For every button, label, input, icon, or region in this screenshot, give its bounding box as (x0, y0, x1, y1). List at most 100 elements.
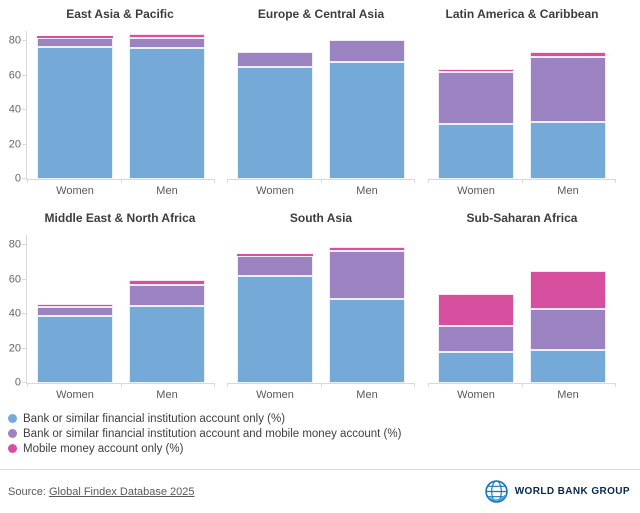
bar-segment-bank-only[interactable] (129, 48, 205, 179)
bar-segment-bank-and-mobile[interactable] (530, 56, 606, 123)
y-tick-label: 40 (8, 103, 21, 116)
bar-segment-mobile-only[interactable] (530, 271, 606, 310)
y-tick-mark (22, 178, 27, 179)
globe-icon (484, 479, 509, 504)
plot-area: Women Men (227, 31, 415, 197)
subplot-title: Middle East & North Africa (44, 211, 196, 225)
x-tick-mark (227, 179, 228, 183)
x-tick-mark (214, 179, 215, 183)
bar-men[interactable] (329, 247, 405, 383)
source-link[interactable]: Global Findex Database 2025 (48, 485, 195, 498)
bar-segment-bank-only[interactable] (530, 350, 606, 383)
subplot-sub-saharan-africa: Sub-Saharan Africa Women Men (402, 204, 620, 404)
category-label-women: Women (457, 185, 495, 197)
chart-legend: Bank or similar financial institution ac… (8, 411, 640, 456)
bar-segment-bank-only[interactable] (37, 315, 113, 383)
bar-segment-bank-only[interactable] (329, 61, 405, 179)
x-tick-mark (615, 179, 616, 183)
bar-segment-mobile-only[interactable] (438, 68, 514, 73)
bar-segment-bank-and-mobile[interactable] (37, 37, 113, 47)
source-label: Source: (8, 485, 49, 498)
bar-segment-mobile-only[interactable] (530, 51, 606, 57)
bar-women[interactable] (438, 293, 514, 383)
subplot-title: Latin America & Caribbean (445, 7, 599, 21)
category-label-men: Men (557, 185, 579, 197)
bar-segment-bank-and-mobile[interactable] (329, 39, 405, 62)
y-tick-mark (22, 244, 27, 246)
x-tick-mark (121, 179, 122, 183)
bar-segment-bank-only[interactable] (237, 276, 313, 383)
bar-men[interactable] (329, 39, 405, 179)
bar-segment-bank-and-mobile[interactable] (129, 284, 205, 306)
bar-segment-bank-and-mobile[interactable] (237, 51, 313, 68)
bar-segment-bank-only[interactable] (129, 305, 205, 383)
bar-segment-bank-and-mobile[interactable] (37, 307, 113, 316)
bar-segment-bank-only[interactable] (438, 352, 514, 383)
bar-segment-bank-and-mobile[interactable] (237, 255, 313, 277)
x-tick-mark (522, 179, 523, 183)
legend-dot-bank-and-mobile (8, 429, 17, 438)
y-tick-label: 60 (8, 273, 21, 286)
bar-women[interactable] (37, 36, 113, 179)
legend-item-bank-only[interactable]: Bank or similar financial institution ac… (8, 411, 640, 426)
plot-area: 0 20 40 60 80 Women Men (9, 31, 215, 197)
bar-segment-bank-and-mobile[interactable] (438, 72, 514, 124)
category-label-women: Women (457, 389, 495, 401)
y-tick-mark (22, 40, 27, 42)
bar-segment-bank-and-mobile[interactable] (530, 309, 606, 351)
category-label-women: Women (56, 389, 94, 401)
bar-segment-bank-and-mobile[interactable] (329, 250, 405, 299)
bar-segment-bank-only[interactable] (237, 67, 313, 179)
x-tick-mark (121, 383, 122, 387)
x-tick-mark (414, 383, 415, 387)
bar-men[interactable] (530, 271, 606, 383)
bar-segment-bank-only[interactable] (37, 46, 113, 179)
y-tick-mark (22, 109, 27, 111)
bar-segment-bank-only[interactable] (438, 123, 514, 179)
x-tick-mark (615, 383, 616, 387)
y-tick-mark (22, 313, 27, 315)
subplot-europe-central-asia: Europe & Central Asia Women Men (201, 0, 419, 200)
y-tick-label: 60 (8, 69, 21, 82)
legend-dot-mobile-only (8, 444, 17, 453)
subplot-title: Europe & Central Asia (257, 7, 385, 21)
category-label-men: Men (356, 185, 378, 197)
subplot-title: Sub-Saharan Africa (466, 211, 578, 225)
plot-area: Women Men (227, 235, 415, 401)
bar-segment-mobile-only[interactable] (37, 303, 113, 308)
legend-item-bank-and-mobile[interactable]: Bank or similar financial institution ac… (8, 426, 640, 441)
y-tick-label: 0 (14, 172, 21, 185)
bar-segment-mobile-only[interactable] (237, 253, 313, 256)
x-tick-mark (428, 179, 429, 183)
bar-men[interactable] (129, 34, 205, 179)
legend-label: Bank or similar financial institution ac… (23, 412, 286, 425)
bar-women[interactable] (237, 51, 313, 179)
x-tick-mark (522, 383, 523, 387)
legend-dot-bank-only (8, 414, 17, 423)
bar-segment-mobile-only[interactable] (329, 247, 405, 251)
bar-men[interactable] (129, 279, 205, 383)
bar-segment-mobile-only[interactable] (129, 34, 205, 38)
logo-text: WORLD BANK GROUP (514, 486, 630, 497)
legend-item-mobile-only[interactable]: Mobile money account only (%) (8, 441, 640, 456)
subplot-south-asia: South Asia Women Men (201, 204, 419, 404)
legend-label: Bank or similar financial institution ac… (23, 427, 402, 440)
bar-segment-mobile-only[interactable] (438, 293, 514, 327)
bar-men[interactable] (530, 51, 606, 179)
bar-segment-bank-only[interactable] (530, 122, 606, 179)
bar-segment-bank-and-mobile[interactable] (129, 37, 205, 49)
bar-segment-bank-only[interactable] (329, 298, 405, 383)
subplot-title: East Asia & Pacific (66, 7, 174, 21)
source-note: Source: Global Findex Database 2025 (8, 486, 195, 498)
bar-women[interactable] (37, 303, 113, 383)
x-tick-mark (227, 383, 228, 387)
bar-women[interactable] (237, 253, 313, 383)
y-tick-mark (22, 278, 27, 280)
bar-segment-mobile-only[interactable] (129, 279, 205, 285)
category-label-men: Men (356, 389, 378, 401)
bar-women[interactable] (438, 68, 514, 179)
category-label-women: Women (56, 185, 94, 197)
bar-segment-bank-and-mobile[interactable] (438, 326, 514, 353)
category-label-men: Men (156, 185, 178, 197)
bar-segment-mobile-only[interactable] (37, 36, 113, 38)
